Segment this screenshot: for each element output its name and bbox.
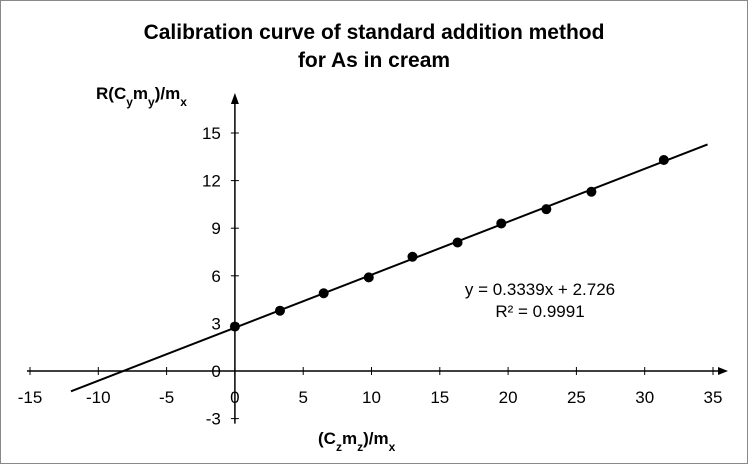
data-point (541, 204, 552, 215)
x-tick-label: 35 (704, 388, 723, 407)
trendline (70, 143, 708, 393)
data-point (496, 218, 507, 229)
x-tick-label: -15 (18, 388, 43, 407)
label-part: )/m (155, 84, 181, 103)
data-point (318, 288, 329, 299)
x-tick-label: 5 (298, 388, 307, 407)
subscript: y (126, 95, 133, 109)
x-axis-arrow (718, 367, 728, 375)
label-part: R(C (96, 84, 126, 103)
equation: y = 0.3339x + 2.726 (465, 280, 615, 299)
x-tick-label: 0 (230, 388, 239, 407)
x-axis-label: (Czmz)/mx (318, 429, 396, 454)
subscript: x (389, 440, 396, 454)
label-part: )/m (363, 429, 389, 448)
chart-title: for As in cream (298, 49, 450, 72)
data-point (586, 186, 597, 197)
x-tick-label: 30 (635, 388, 654, 407)
x-tick-label: 25 (567, 388, 586, 407)
subscript: z (357, 440, 363, 454)
x-tick-label: 15 (430, 388, 449, 407)
label-part: m (342, 429, 357, 448)
data-point (363, 272, 374, 283)
subscript: z (336, 440, 342, 454)
y-axis-arrow (230, 93, 239, 104)
y-tick-label: 3 (211, 314, 220, 333)
y-tick-label: -3 (206, 410, 221, 429)
subscript: x (180, 95, 187, 109)
x-tick-label: -10 (86, 388, 111, 407)
y-tick-label: 12 (202, 172, 221, 191)
label-part: (C (318, 429, 336, 448)
data-point (658, 154, 669, 165)
x-tick-label: 20 (499, 388, 518, 407)
y-tick-label: 6 (211, 267, 220, 286)
data-point (274, 305, 285, 316)
r-squared: R² = 0.9991 (495, 302, 584, 321)
chart-title: Calibration curve of standard addition m… (144, 21, 605, 44)
x-tick-label: -5 (159, 388, 174, 407)
y-tick-label: 9 (211, 219, 220, 238)
data-point (452, 237, 463, 248)
y-axis-label: R(Cymy)/mx (96, 84, 187, 109)
y-tick-label: 0 (211, 362, 220, 381)
y-tick-label: 15 (202, 124, 221, 143)
subscript: y (148, 95, 155, 109)
x-tick-label: 10 (362, 388, 381, 407)
data-point (407, 251, 418, 262)
data-point (229, 321, 240, 332)
label-part: m (133, 84, 148, 103)
